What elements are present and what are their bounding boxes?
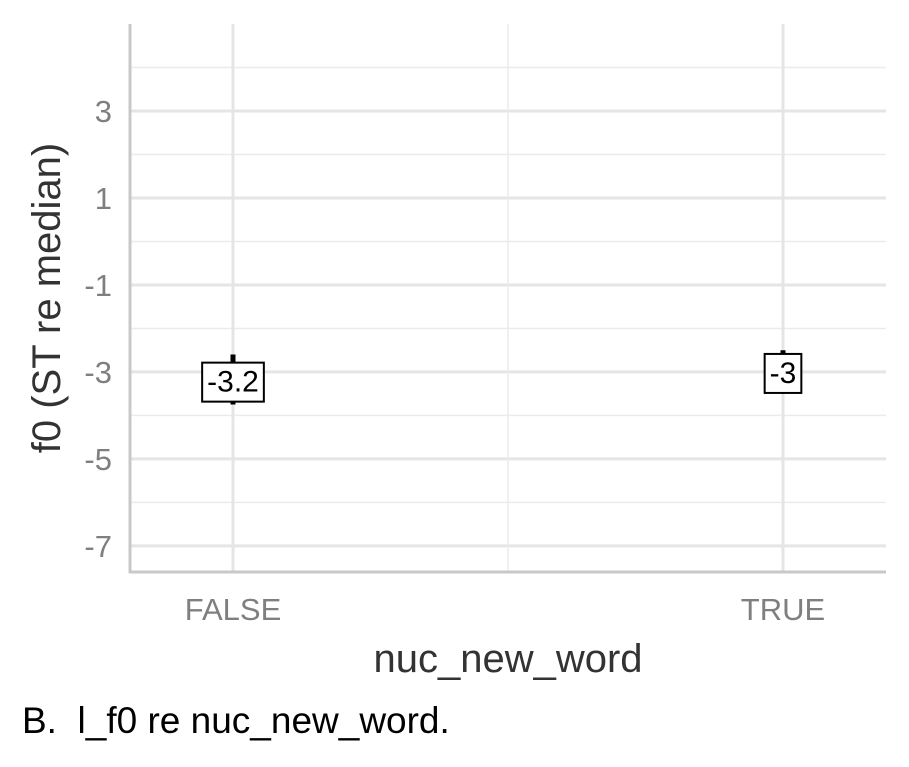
data-label: -3 — [770, 357, 797, 390]
y-axis-title: f0 (ST re median) — [25, 143, 69, 454]
data-label-box — [201, 361, 265, 403]
y-tick-label: 3 — [95, 94, 112, 129]
y-tick-label: 1 — [95, 181, 112, 216]
gridlines — [130, 24, 886, 572]
y-tick-label: -3 — [84, 355, 112, 390]
x-tick-label: FALSE — [185, 592, 282, 627]
data-label-box — [763, 352, 803, 394]
y-tick-labels: 3 1 -1 -3 -5 -7 — [84, 94, 112, 564]
y-tick-label: -7 — [84, 529, 112, 564]
axes — [128, 24, 886, 574]
data-label: -3.2 — [207, 366, 259, 399]
x-tick-label: TRUE — [741, 592, 825, 627]
figure-caption: B. l_f0 re nuc_new_word. — [22, 700, 450, 741]
chart: 3 1 -1 -3 -5 -7 FALSE TRUE -3.2 -3 f0 (ST re me… — [25, 24, 886, 681]
y-tick-label: -5 — [84, 442, 112, 477]
x-axis-title: nuc_new_word — [373, 637, 642, 681]
data-marks: -3.2 -3 — [201, 350, 803, 405]
x-tick-labels: FALSE TRUE — [185, 592, 825, 627]
y-tick-label: -1 — [84, 268, 112, 303]
data-point: -3.2 — [201, 354, 265, 405]
data-point: -3 — [763, 350, 803, 394]
